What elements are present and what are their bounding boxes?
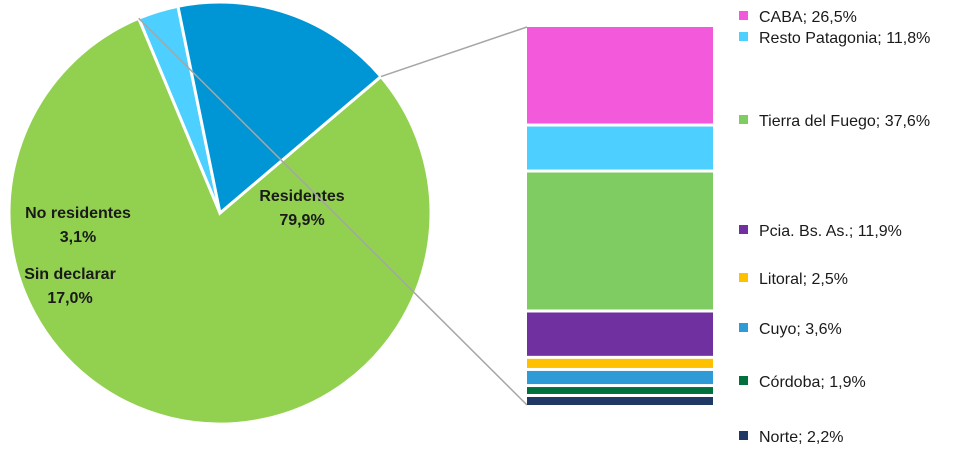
connector-lines xyxy=(138,17,528,406)
bar-segment-cuyo xyxy=(527,370,713,385)
legend-swatch-caba xyxy=(739,11,748,20)
legend-label-tierra-del-fuego: Tierra del Fuego; 37,6% xyxy=(759,113,930,130)
legend-swatch-tierra-del-fuego xyxy=(739,115,748,124)
bar-segment-caba xyxy=(527,27,713,124)
stacked-bar xyxy=(527,27,713,405)
bar-segment-litoral xyxy=(527,358,713,368)
legend-swatch-cuyo xyxy=(739,323,748,332)
legend-label-pcia-bs-as: Pcia. Bs. As.; 11,9% xyxy=(759,223,902,240)
bar-segment-resto-patagonia xyxy=(527,126,713,170)
pie-value-no-residentes: 3,1% xyxy=(60,229,96,246)
pie-label-sin-declarar: Sin declarar xyxy=(24,266,116,283)
pie-slice-residentes xyxy=(7,16,433,426)
legend-label-resto-patagonia: Resto Patagonia; 11,8% xyxy=(759,30,930,47)
bar-segment-cordoba xyxy=(527,387,713,394)
legend-swatch-norte xyxy=(739,431,748,440)
pie-value-residentes: 79,9% xyxy=(279,212,324,229)
legend-label-norte: Norte; 2,2% xyxy=(759,429,843,446)
legend-label-cordoba: Córdoba; 1,9% xyxy=(759,374,866,391)
connector-line-bottom xyxy=(138,17,528,406)
pie-label-no-residentes: No residentes xyxy=(25,205,131,222)
connector-line-top xyxy=(380,26,528,78)
legend-label-litoral: Litoral; 2,5% xyxy=(759,271,848,288)
pie-value-sin-declarar: 17,0% xyxy=(47,290,92,307)
legend-label-caba: CABA; 26,5% xyxy=(759,9,857,26)
pie-slice-no-residentes xyxy=(176,0,384,216)
pie-chart: Residentes 79,9% Sin declarar 17,0% No resid… xyxy=(7,0,433,426)
legend-swatch-litoral xyxy=(739,273,748,282)
bar-segment-norte xyxy=(527,396,713,405)
bar-segment-tierra-del-fuego xyxy=(527,172,713,310)
legend: CABA; 26,5% Resto Patagonia; 11,8% Tierra … xyxy=(739,9,930,446)
pie-label-residentes: Residentes xyxy=(259,188,344,205)
legend-swatch-cordoba xyxy=(739,376,748,385)
bar-segment-pcia-bs-as xyxy=(527,312,713,356)
legend-label-cuyo: Cuyo; 3,6% xyxy=(759,321,842,338)
legend-swatch-resto-patagonia xyxy=(739,32,748,41)
legend-swatch-pcia-bs-as xyxy=(739,225,748,234)
